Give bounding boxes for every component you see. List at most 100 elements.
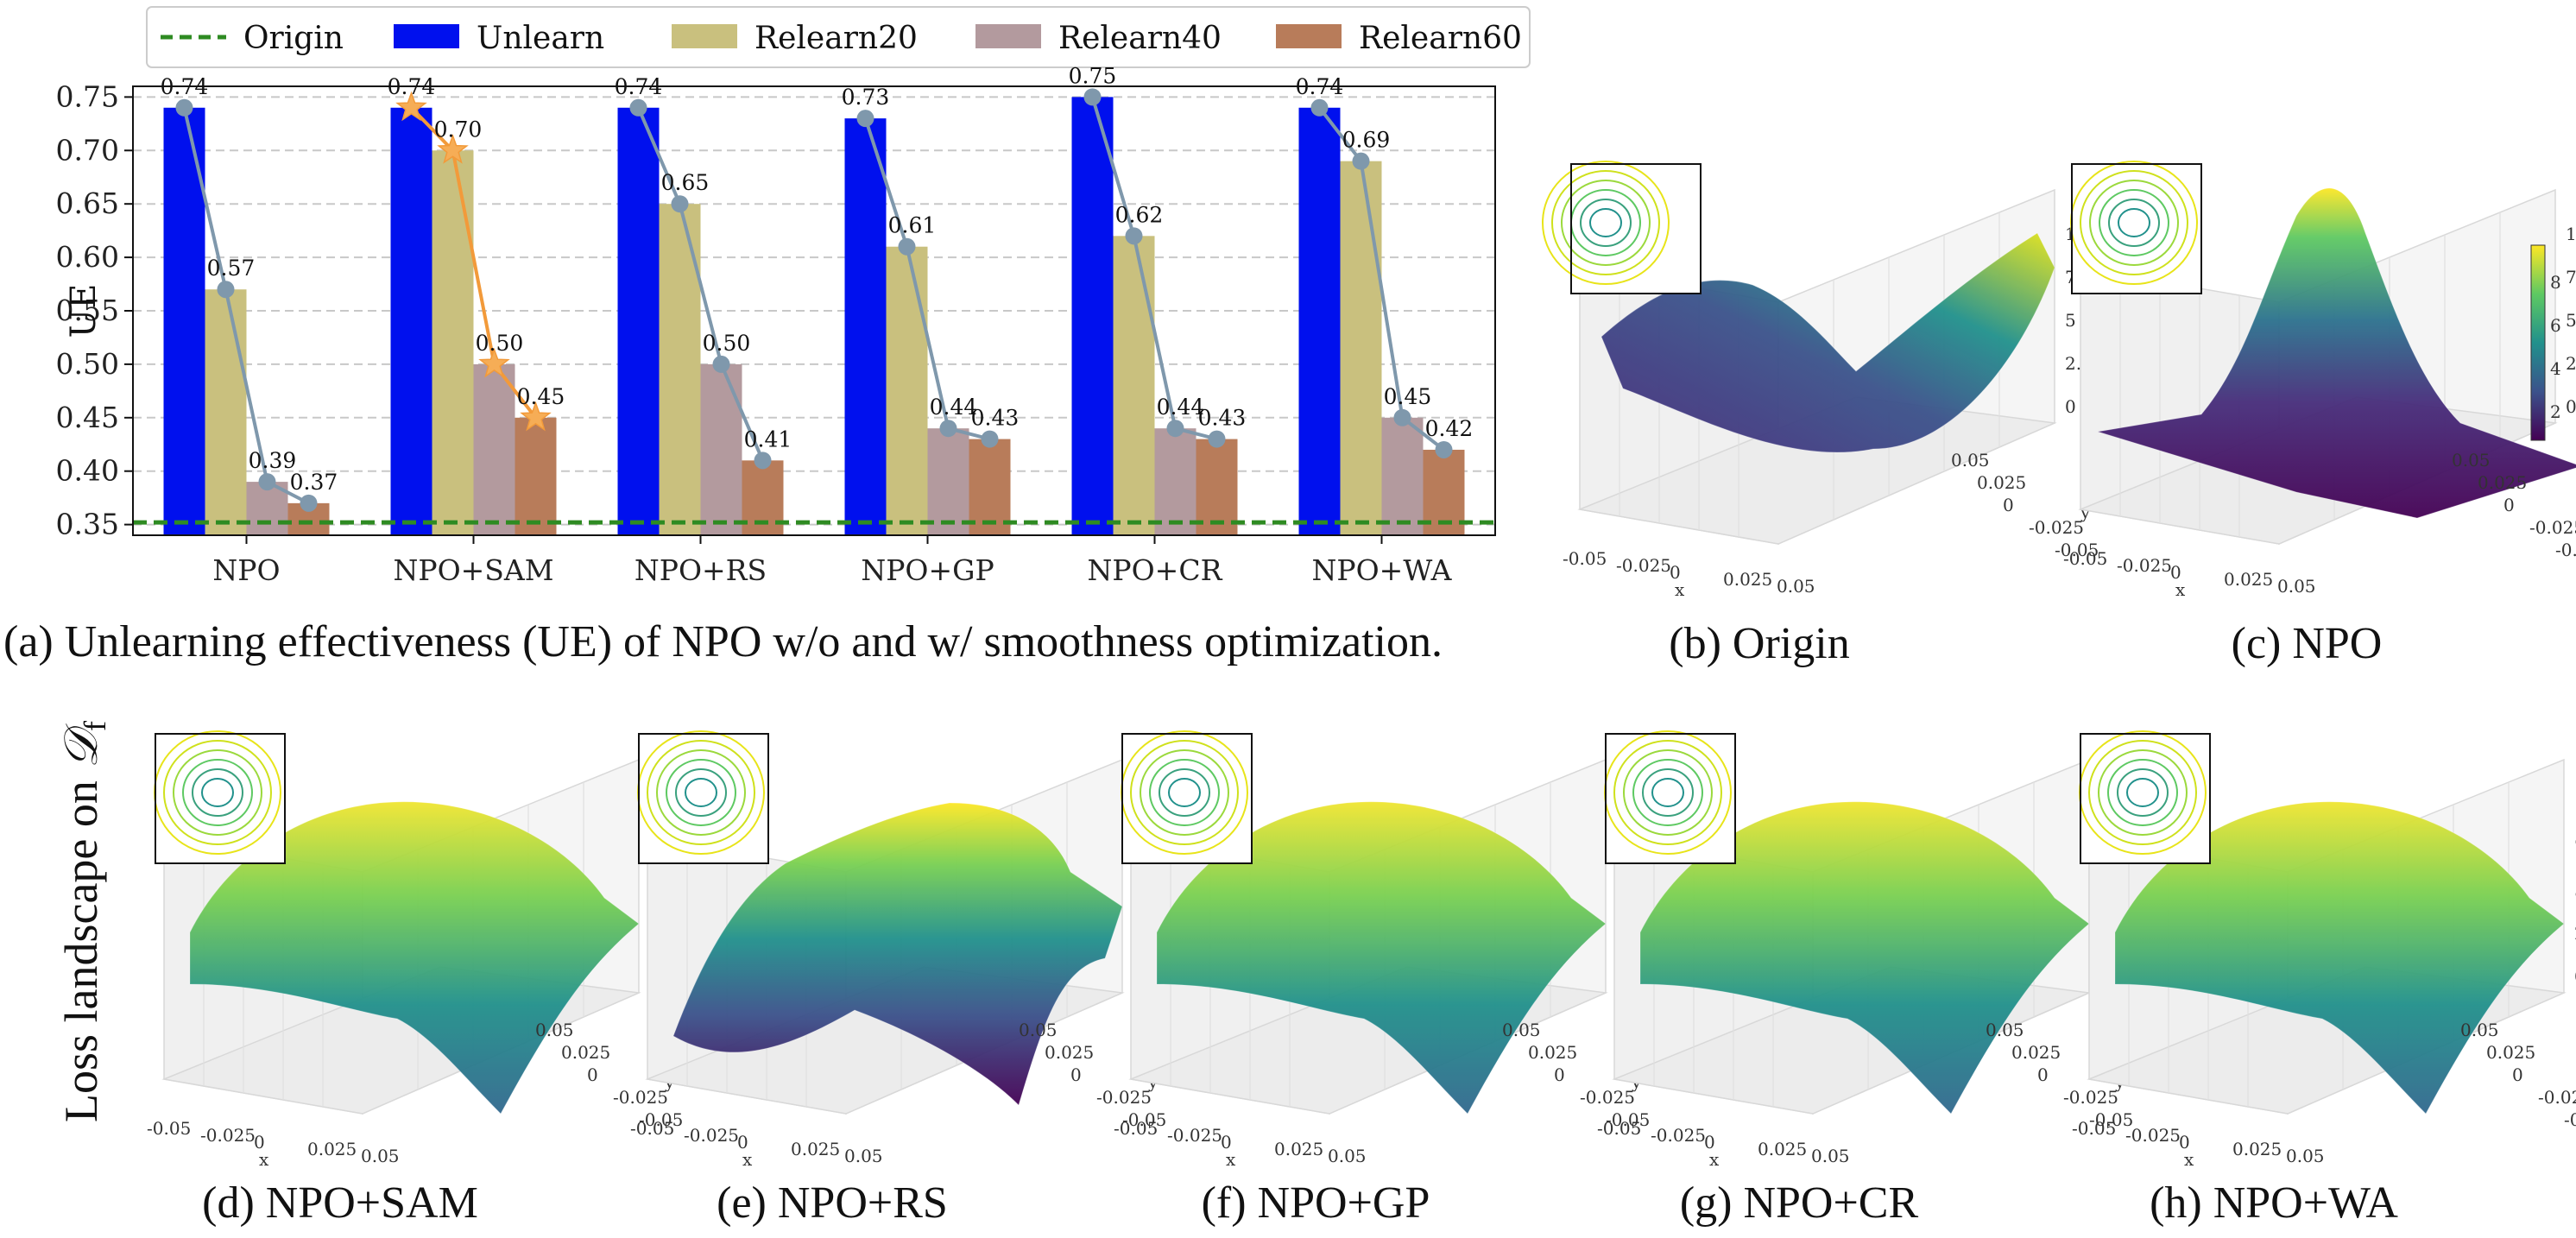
bar-relearn20-npo-cr bbox=[1113, 236, 1155, 535]
y-tick-label: -0.05 bbox=[2089, 1109, 2133, 1130]
trend-line bbox=[863, 117, 990, 441]
bar-relearn40-npo-wa bbox=[1381, 417, 1424, 535]
contour-inset bbox=[1605, 733, 1736, 864]
x-tick-label: -0.025 bbox=[1167, 1125, 1222, 1146]
z-tick-label: 0 bbox=[2574, 966, 2576, 987]
legend-label-unlearn: Unlearn bbox=[477, 21, 604, 56]
data-label: 0.75 bbox=[1069, 63, 1117, 88]
data-label: 0.43 bbox=[1198, 406, 1247, 431]
y-tick-label: 0.05 bbox=[1019, 1020, 1058, 1040]
trend-marker bbox=[754, 452, 772, 470]
data-label: 0.43 bbox=[971, 406, 1020, 431]
trend-marker bbox=[981, 430, 999, 448]
panel-caption: (e) NPO+RS bbox=[717, 1178, 948, 1228]
z-tick-label: 10 bbox=[2574, 793, 2576, 814]
trend-marker bbox=[258, 473, 276, 491]
trend-marker bbox=[300, 494, 318, 512]
contour-line bbox=[1561, 180, 1651, 266]
contour-line bbox=[666, 759, 736, 826]
x-tick-label: 0.025 bbox=[1723, 569, 1772, 590]
x-tick-label: 0.025 bbox=[1274, 1139, 1323, 1159]
contour-line bbox=[2098, 749, 2188, 836]
bar-relearn20-npo bbox=[205, 289, 247, 535]
x-tick-label: 0.05 bbox=[2277, 576, 2316, 597]
contour-line bbox=[656, 749, 746, 836]
trend-marker-star bbox=[437, 134, 469, 164]
surface-panel: 107.552.50z-0.05-0.02500.0250.05x0.050.0… bbox=[630, 730, 1173, 1170]
y-tick-label: 0.05 bbox=[1951, 450, 1990, 471]
x-tick-label: 0.05 bbox=[2286, 1146, 2325, 1166]
data-label: 0.41 bbox=[744, 426, 792, 452]
legend-label-relearn20: Relearn20 bbox=[754, 21, 918, 56]
surface-panel: 107.552.50z-0.05-0.02500.0250.05x0.050.0… bbox=[2063, 161, 2576, 600]
x-tick-label: -0.05 bbox=[630, 1118, 674, 1139]
bars bbox=[163, 97, 1465, 536]
contour-line bbox=[1651, 778, 1684, 807]
x-tick-label: -0.05 bbox=[2063, 548, 2107, 569]
surface-panel: 107.552.50z-0.05-0.02500.0250.05x0.050.0… bbox=[1597, 730, 2140, 1170]
contour-inset-frame bbox=[638, 733, 769, 864]
trend-marker bbox=[1083, 88, 1102, 106]
data-labels: 0.740.570.390.370.740.700.500.450.740.65… bbox=[161, 63, 1474, 494]
contour-line bbox=[2080, 170, 2188, 275]
x-axis-label: x bbox=[2184, 1149, 2194, 1170]
caption-a: (a) Unlearning effectiveness (UE) of NPO… bbox=[3, 617, 1443, 666]
y-tick-label: -0.025 bbox=[2063, 1087, 2118, 1108]
data-label: 0.44 bbox=[1157, 395, 1205, 420]
surface-panels: 107.552.50z-0.05-0.02500.0250.05x0.050.0… bbox=[147, 161, 2576, 1228]
trend-line bbox=[410, 106, 538, 420]
y-tick-label: 0 bbox=[2512, 1064, 2523, 1085]
x-tick-label: NPO+GP bbox=[861, 553, 994, 587]
z-tick-label: 0 bbox=[2566, 396, 2576, 417]
y-tick-label: 0.025 bbox=[1045, 1042, 1094, 1063]
surface-rugged bbox=[672, 802, 1123, 1106]
contour-line bbox=[647, 740, 755, 845]
surface-panel: 107.552.50z-0.05-0.02500.0250.05x0.050.0… bbox=[1542, 161, 2106, 600]
y-gridlines bbox=[133, 96, 1495, 526]
z-tick-label: 2.5 bbox=[2566, 353, 2576, 374]
contour-line bbox=[1159, 768, 1210, 817]
bar-relearn40-npo-gp bbox=[927, 428, 969, 535]
contour-inset-frame bbox=[155, 733, 286, 864]
surface-dome bbox=[189, 801, 640, 1115]
data-label: 0.45 bbox=[1384, 384, 1432, 409]
bar-relearn20-npo-sam bbox=[432, 150, 474, 536]
panel-caption: (c) NPO bbox=[2232, 619, 2383, 668]
data-label: 0.70 bbox=[434, 117, 483, 142]
data-label: 0.50 bbox=[476, 331, 524, 356]
trend-marker-star bbox=[395, 91, 427, 122]
y-tick-label: 0.025 bbox=[2486, 1042, 2535, 1063]
data-label: 0.61 bbox=[888, 213, 937, 238]
contour-line bbox=[2107, 759, 2178, 826]
y-tick-label: 0.60 bbox=[56, 240, 119, 274]
contour-inset-frame bbox=[2071, 163, 2202, 294]
y-tick-label: 0.75 bbox=[56, 79, 119, 113]
contour-line bbox=[1623, 749, 1713, 836]
y-tick-label: 0.025 bbox=[2011, 1042, 2061, 1063]
bar-relearn60-npo-cr bbox=[1196, 439, 1238, 535]
x-axis-label: x bbox=[259, 1149, 269, 1170]
z-tick-label: 5 bbox=[2574, 880, 2576, 900]
x-tick-label: -0.05 bbox=[2072, 1118, 2116, 1139]
contour-line bbox=[2118, 208, 2150, 237]
legend-label-relearn60: Relearn60 bbox=[1359, 21, 1522, 56]
trend-marker bbox=[712, 355, 730, 373]
y-tick-label: 0 bbox=[587, 1064, 598, 1085]
y-tick-label: 0.05 bbox=[2460, 1020, 2499, 1040]
bar-relearn40-npo-sam bbox=[473, 363, 515, 535]
trend-marker bbox=[898, 237, 916, 256]
contour-inset bbox=[155, 733, 286, 864]
plot-frame bbox=[132, 85, 1496, 536]
trend-line bbox=[182, 107, 310, 505]
x-tick-label: 0.05 bbox=[1777, 576, 1815, 597]
contour-inset-frame bbox=[2080, 733, 2211, 864]
trend-marker bbox=[856, 110, 874, 128]
trend-marker bbox=[1208, 430, 1226, 448]
x-axis-label: x bbox=[1675, 579, 1685, 600]
bar-unlearn-npo-cr bbox=[1071, 97, 1114, 535]
z-tick-label: 2.5 bbox=[2574, 923, 2576, 944]
contour-line bbox=[1580, 199, 1632, 247]
y-tick-label: -0.025 bbox=[2029, 517, 2084, 538]
x-tick-label: 0 bbox=[737, 1132, 748, 1153]
bar-unlearn-npo bbox=[163, 107, 205, 535]
